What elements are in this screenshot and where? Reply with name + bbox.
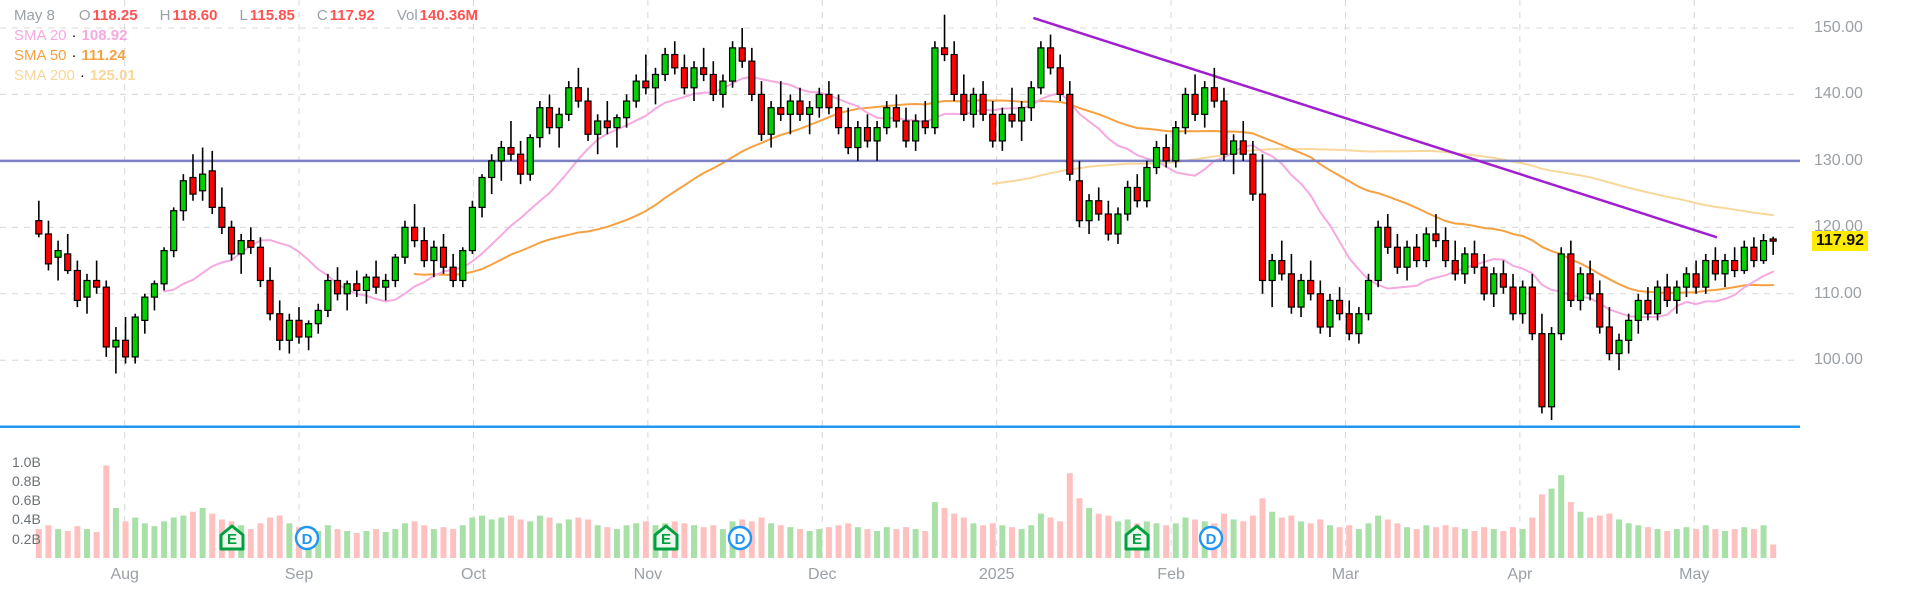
price-axis-tick: 110.00 [1814, 284, 1862, 302]
earnings-marker[interactable]: E [218, 524, 246, 552]
candlestick-chart-canvas[interactable] [0, 0, 1800, 560]
date-axis-tick: Apr [1507, 566, 1533, 583]
price-axis-tick: 100.00 [1814, 351, 1863, 369]
moving-average-lines [163, 75, 1775, 318]
volume-axis-tick: 0.2B [12, 530, 41, 547]
svg-text:E: E [661, 531, 671, 548]
date-axis[interactable]: Aug Sep Oct Nov Dec 2025 Feb Mar Apr May [0, 560, 1800, 597]
date-axis-tick: May [1679, 566, 1710, 583]
price-axis-tick: 140.00 [1814, 85, 1863, 103]
price-axis-tick: 120.00 [1814, 218, 1863, 236]
volume-axis-tick: 1.0B [12, 453, 41, 470]
earnings-marker[interactable]: E [1123, 524, 1151, 552]
date-axis-tick: Feb [1157, 566, 1185, 583]
date-axis-tick: 2025 [978, 566, 1015, 583]
date-axis-tick: Sep [284, 566, 314, 583]
price-axis[interactable]: 117.92 150.00 140.00 130.00 120.00 110.00 100… [1800, 0, 1923, 560]
dividend-marker[interactable]: D [1197, 524, 1225, 552]
horizontal-lines[interactable] [0, 159, 1800, 428]
date-axis-tick: Nov [633, 566, 663, 583]
price-axis-tick: 150.00 [1814, 18, 1863, 36]
svg-text:E: E [1132, 531, 1142, 548]
volume-axis-tick: 0.4B [12, 511, 41, 528]
volume-axis: 1.0B 0.8B 0.6B 0.4B 0.2B [0, 0, 60, 560]
trendline[interactable] [1032, 16, 1718, 239]
svg-text:D: D [1206, 531, 1217, 548]
volume-bars[interactable] [35, 465, 1777, 558]
price-axis-tick: 130.00 [1814, 151, 1863, 169]
earnings-marker[interactable]: E [652, 524, 680, 552]
svg-text:E: E [227, 531, 237, 548]
dividend-marker[interactable]: D [726, 524, 754, 552]
svg-text:D: D [735, 531, 746, 548]
candlesticks[interactable] [35, 14, 1777, 421]
volume-axis-tick: 0.6B [12, 492, 41, 509]
volume-axis-tick: 0.8B [12, 472, 41, 489]
dividend-marker[interactable]: D [293, 524, 321, 552]
last-price-badge: 117.92 [1812, 231, 1869, 252]
date-axis-tick: Oct [461, 566, 486, 583]
svg-text:D: D [302, 531, 313, 548]
date-axis-tick: Dec [808, 566, 837, 583]
date-axis-tick: Mar [1331, 566, 1360, 583]
date-axis-tick: Aug [110, 566, 139, 583]
